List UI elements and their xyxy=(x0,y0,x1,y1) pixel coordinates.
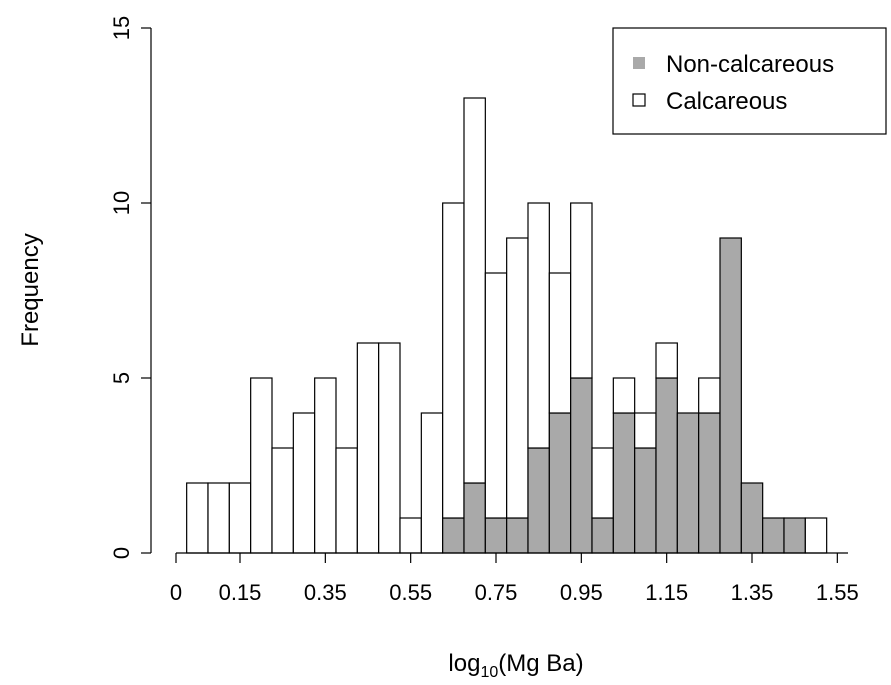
bar-calcareous-10 xyxy=(399,517,422,554)
bar-non-calcareous-20 xyxy=(612,412,636,554)
bar-calcareous-6 xyxy=(314,377,337,554)
x-tick-label-4: 0.75 xyxy=(475,580,518,605)
bar-non-calcareous-19 xyxy=(591,517,614,554)
bar-calcareous-14 xyxy=(484,272,508,519)
y-tick-label-3: 15 xyxy=(109,16,134,40)
x-tick-label-6: 1.15 xyxy=(645,580,688,605)
bar-calcareous-13 xyxy=(463,97,486,484)
bar-calcareous-8 xyxy=(356,342,380,554)
bar-calcareous-21 xyxy=(634,412,657,449)
bar-calcareous-29 xyxy=(804,517,828,554)
x-tick-label-3: 0.55 xyxy=(389,580,432,605)
bar-non-calcareous-25 xyxy=(719,237,742,554)
bar-calcareous-12 xyxy=(442,202,465,519)
bar-non-calcareous-15 xyxy=(506,517,529,554)
bar-non-calcareous-16 xyxy=(527,447,550,554)
x-tick-label-5: 0.95 xyxy=(560,580,603,605)
bar-non-calcareous-12 xyxy=(442,517,465,554)
bar-non-calcareous-28 xyxy=(783,517,806,554)
x-tick-label-2: 0.35 xyxy=(304,580,347,605)
y-axis: 0 5 10 15 xyxy=(109,16,152,559)
bar-calcareous-7 xyxy=(335,447,358,554)
x-tick-label-7: 1.35 xyxy=(731,580,774,605)
y-tick-label-1: 5 xyxy=(109,372,134,384)
bar-calcareous-11 xyxy=(420,412,444,554)
bar-non-calcareous-17 xyxy=(548,412,572,554)
x-axis-title-rest: (Mg Ba) xyxy=(498,650,583,677)
x-tick-label-1: 0.15 xyxy=(219,580,262,605)
bar-calcareous-2 xyxy=(228,482,252,554)
x-axis-title-subscript: 10 xyxy=(480,664,498,681)
bar-non-calcareous-24 xyxy=(698,412,721,554)
legend-box xyxy=(612,27,887,135)
bar-non-calcareous-27 xyxy=(762,517,785,554)
bars-layer xyxy=(186,97,828,554)
bar-calcareous-22 xyxy=(655,342,678,379)
legend-label-calcareous: Calcareous xyxy=(666,88,787,115)
bar-calcareous-15 xyxy=(506,237,529,519)
legend-label-non-calcareous: Non-calcareous xyxy=(666,51,834,78)
legend: Non-calcareous Calcareous xyxy=(612,27,887,135)
bar-calcareous-3 xyxy=(250,377,273,554)
bar-calcareous-19 xyxy=(591,447,614,519)
legend-swatch-non-calcareous xyxy=(633,57,645,69)
bar-calcareous-20 xyxy=(612,377,636,414)
y-tick-label-0: 0 xyxy=(109,547,134,559)
bar-calcareous-0 xyxy=(186,482,209,554)
x-tick-label-0: 0 xyxy=(170,580,182,605)
y-axis-title: Frequency xyxy=(17,233,44,346)
x-tick-label-8: 1.55 xyxy=(816,580,859,605)
bar-calcareous-9 xyxy=(378,342,401,554)
bar-non-calcareous-23 xyxy=(676,412,700,554)
bar-calcareous-4 xyxy=(271,447,294,554)
bar-calcareous-18 xyxy=(570,202,593,379)
x-axis-title: log10(Mg Ba) xyxy=(448,650,583,681)
x-axis-title-base: log xyxy=(448,650,480,677)
bar-calcareous-1 xyxy=(207,482,230,554)
bar-non-calcareous-22 xyxy=(655,377,678,554)
bar-calcareous-5 xyxy=(292,412,316,554)
bar-non-calcareous-13 xyxy=(463,482,486,554)
x-axis: 0 0.15 0.35 0.55 0.75 0.95 1.15 1.35 1.55 xyxy=(170,552,859,605)
legend-swatch-calcareous xyxy=(632,93,646,107)
bar-calcareous-16 xyxy=(527,202,550,449)
bar-calcareous-17 xyxy=(548,272,572,414)
bar-non-calcareous-18 xyxy=(570,377,593,554)
bar-calcareous-24 xyxy=(698,377,721,414)
bar-non-calcareous-21 xyxy=(634,447,657,554)
bar-non-calcareous-26 xyxy=(740,482,764,554)
bar-non-calcareous-14 xyxy=(484,517,508,554)
y-tick-label-2: 10 xyxy=(109,191,134,215)
